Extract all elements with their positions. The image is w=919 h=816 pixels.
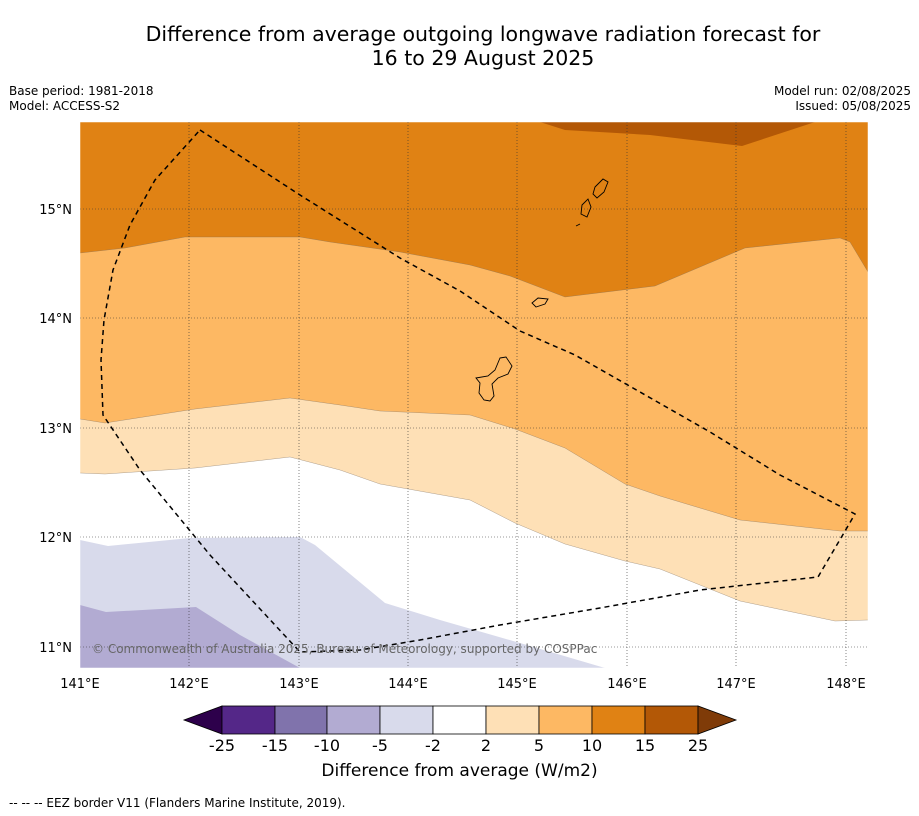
colorbar-title: Difference from average (W/m2) [321, 761, 598, 781]
colorbar-segment [274, 705, 328, 735]
colorbar-segment [326, 705, 381, 735]
colorbar-tick: 15 [635, 736, 655, 755]
anomaly-band-minus-5-10 [80, 605, 300, 668]
model-label: Model: ACCESS-S2 [9, 99, 121, 113]
lat-label-14n: 14°N [39, 312, 72, 327]
base-period-label: Base period: 1981-2018 [9, 84, 154, 98]
lat-label-12n: 12°N [39, 531, 72, 546]
island-aguijan [575, 223, 581, 227]
colorbar [182, 705, 738, 735]
lat-label-11n: 11°N [39, 641, 72, 656]
title-line-1: Difference from average outgoing longwav… [145, 22, 821, 46]
colorbar-tick: -2 [425, 736, 441, 755]
colorbar-ticks: -25 -15 -10 -5 -2 2 5 10 15 25 [209, 736, 708, 755]
colorbar-segment [538, 705, 593, 735]
longitude-labels: 141°E 142°E 143°E 144°E 145°E 146°E 147°… [60, 677, 866, 692]
colorbar-tick: -25 [209, 736, 235, 755]
latitude-labels: 15°N 14°N 13°N 12°N 11°N [39, 203, 72, 656]
colorbar-tick: 10 [582, 736, 602, 755]
colorbar-tick: -10 [314, 736, 340, 755]
lon-label-142e: 142°E [169, 677, 209, 692]
lat-label-13n: 13°N [39, 422, 72, 437]
colorbar-segment [644, 705, 699, 735]
colorbar-tick: 25 [688, 736, 708, 755]
meta-right: Model run: 02/08/2025 Issued: 05/08/2025 [774, 84, 911, 114]
colorbar-extend-high [697, 705, 738, 735]
colorbar-tick: 5 [534, 736, 544, 755]
issued-label: Issued: 05/08/2025 [795, 99, 911, 113]
eez-border [100, 129, 857, 653]
colorbar-tick: -15 [262, 736, 288, 755]
lon-label-147e: 147°E [716, 677, 756, 692]
lon-label-143e: 143°E [279, 677, 319, 692]
footer-note: -- -- -- EEZ border V11 (Flanders Marine… [9, 796, 346, 810]
island-rota [531, 297, 549, 308]
meta-left: Base period: 1981-2018 Model: ACCESS-S2 [9, 84, 154, 114]
colorbar-extend-low [182, 705, 223, 735]
graticule [80, 122, 868, 668]
colorbar-tick: 2 [481, 736, 491, 755]
lon-label-148e: 148°E [826, 677, 866, 692]
anomaly-band-15-25 [540, 122, 815, 146]
colorbar-segment [591, 705, 646, 735]
copyright-note: © Commonwealth of Australia 2025, Bureau… [92, 642, 597, 656]
lon-label-141e: 141°E [60, 677, 100, 692]
colorbar-segment [485, 705, 540, 735]
lon-label-146e: 146°E [607, 677, 647, 692]
model-run-label: Model run: 02/08/2025 [773, 84, 911, 98]
colorbar-segment [221, 705, 276, 735]
map-title: Difference from average outgoing longwav… [0, 22, 919, 70]
lon-label-145e: 145°E [497, 677, 537, 692]
colorbar-segment [432, 705, 487, 735]
title-line-2: 16 to 29 August 2025 [371, 46, 595, 70]
lon-label-144e: 144°E [388, 677, 428, 692]
islands [475, 178, 609, 402]
island-guam [475, 356, 513, 402]
island-saipan [592, 178, 609, 199]
lat-label-15n: 15°N [39, 203, 72, 218]
map-frame [79, 121, 869, 669]
map-panel: © Commonwealth of Australia 2025, Bureau… [80, 122, 868, 668]
colorbar-segment [379, 705, 434, 735]
island-tinian [580, 198, 592, 218]
colorbar-tick: -5 [372, 736, 388, 755]
